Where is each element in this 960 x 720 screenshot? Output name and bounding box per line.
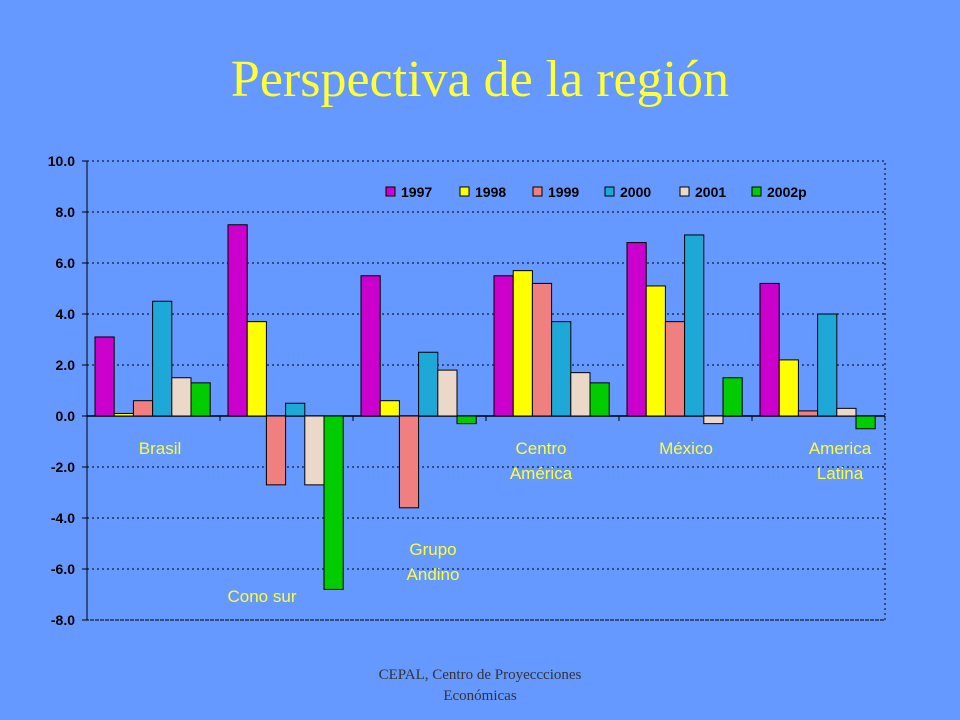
bar-1997-3 bbox=[493, 275, 514, 417]
legend-swatch-2000 bbox=[604, 186, 615, 197]
y-tick-label: -6.0 bbox=[51, 561, 75, 577]
bar-2000-1 bbox=[285, 402, 306, 417]
bar-2001-2 bbox=[437, 369, 458, 417]
bar-1998-4 bbox=[645, 285, 666, 417]
legend-label-1999: 1999 bbox=[548, 184, 579, 200]
bar-2000-4 bbox=[684, 234, 705, 417]
bar-2000-5 bbox=[817, 313, 838, 417]
legend-label-2001: 2001 bbox=[695, 184, 726, 200]
category-label: Centro bbox=[515, 439, 566, 458]
bar-1997-2 bbox=[360, 275, 381, 417]
legend-label-2002p: 2002p bbox=[767, 184, 807, 200]
bar-2001-4 bbox=[703, 415, 724, 425]
legend-swatch-1997 bbox=[385, 186, 396, 197]
y-tick-label: 10.0 bbox=[48, 153, 75, 169]
y-tick-label: 4.0 bbox=[56, 306, 76, 322]
y-tick-label: -4.0 bbox=[51, 510, 75, 526]
bar-2000-3 bbox=[551, 321, 572, 417]
plot-frame bbox=[86, 160, 886, 621]
bars bbox=[94, 224, 876, 590]
bar-1998-3 bbox=[512, 270, 533, 417]
bar-2000-2 bbox=[418, 351, 439, 417]
bar-1997-5 bbox=[759, 282, 780, 417]
legend-swatch-1998 bbox=[459, 186, 470, 197]
footer-line-1: CEPAL, Centro de Proyeccciones bbox=[378, 667, 582, 683]
category-label: America bbox=[809, 439, 872, 458]
category-label: América bbox=[510, 464, 573, 483]
legend-label-1997: 1997 bbox=[401, 184, 432, 200]
category-labels: Brasil Cono sur Grupo Andino Centro América Mé… bbox=[139, 439, 872, 606]
grid-lines bbox=[86, 160, 886, 621]
bar-1999-4 bbox=[664, 321, 686, 417]
category-label: Brasil bbox=[139, 439, 182, 458]
category-label: Andino bbox=[407, 565, 460, 584]
bar-2002p-5 bbox=[855, 415, 876, 430]
y-tick-label: -2.0 bbox=[51, 459, 75, 475]
y-tick-labels: 10.0 8.0 6.0 4.0 2.0 0.0 -2.0 -4.0 -6.0 -8.0 bbox=[48, 153, 75, 628]
bar-2002p-1 bbox=[323, 415, 344, 590]
category-label: Grupo bbox=[409, 540, 456, 559]
bar-1998-0 bbox=[113, 412, 134, 417]
bar-2001-3 bbox=[570, 372, 591, 417]
legend-swatch-2001 bbox=[679, 186, 690, 197]
bar-1997-0 bbox=[94, 336, 115, 417]
category-label: México bbox=[659, 439, 713, 458]
bar-2002p-2 bbox=[456, 415, 477, 425]
bar-1998-2 bbox=[379, 400, 400, 417]
bar-1997-1 bbox=[227, 224, 248, 417]
y-tick-label: 2.0 bbox=[56, 357, 76, 373]
legend-swatch-2002p bbox=[751, 186, 762, 197]
category-label: Latina bbox=[817, 464, 864, 483]
y-tick-label: 8.0 bbox=[56, 204, 76, 220]
bar-2002p-3 bbox=[589, 382, 610, 417]
bar-2000-0 bbox=[152, 300, 173, 417]
category-label: Cono sur bbox=[228, 587, 297, 606]
bar-2002p-4 bbox=[722, 377, 743, 417]
bar-2001-1 bbox=[304, 415, 325, 486]
bar-2001-5 bbox=[836, 407, 857, 417]
legend: 1997 1998 1999 2000 2001 2002p bbox=[385, 184, 807, 200]
bar-1999-2 bbox=[398, 415, 420, 509]
y-tick-label: 0.0 bbox=[56, 408, 76, 424]
bar-1998-1 bbox=[246, 321, 267, 417]
bar-2002p-0 bbox=[190, 382, 211, 417]
y-axis bbox=[82, 160, 886, 621]
bar-1999-1 bbox=[265, 415, 287, 486]
legend-label-1998: 1998 bbox=[475, 184, 506, 200]
bar-1999-3 bbox=[531, 282, 553, 417]
bar-1999-5 bbox=[797, 410, 819, 417]
footer: CEPAL, Centro de Proyeccciones Económica… bbox=[330, 665, 630, 707]
y-tick-label: -8.0 bbox=[51, 612, 75, 628]
legend-label-2000: 2000 bbox=[620, 184, 651, 200]
slide-title: Perspectiva de la región bbox=[230, 51, 730, 108]
bar-1997-4 bbox=[626, 242, 647, 417]
y-tick-label: 6.0 bbox=[56, 255, 76, 271]
bar-1999-0 bbox=[132, 400, 154, 417]
bar-2001-0 bbox=[171, 377, 192, 417]
legend-swatch-1999 bbox=[532, 186, 543, 197]
bar-1998-5 bbox=[778, 359, 799, 417]
footer-line-2: Económicas bbox=[443, 688, 517, 704]
